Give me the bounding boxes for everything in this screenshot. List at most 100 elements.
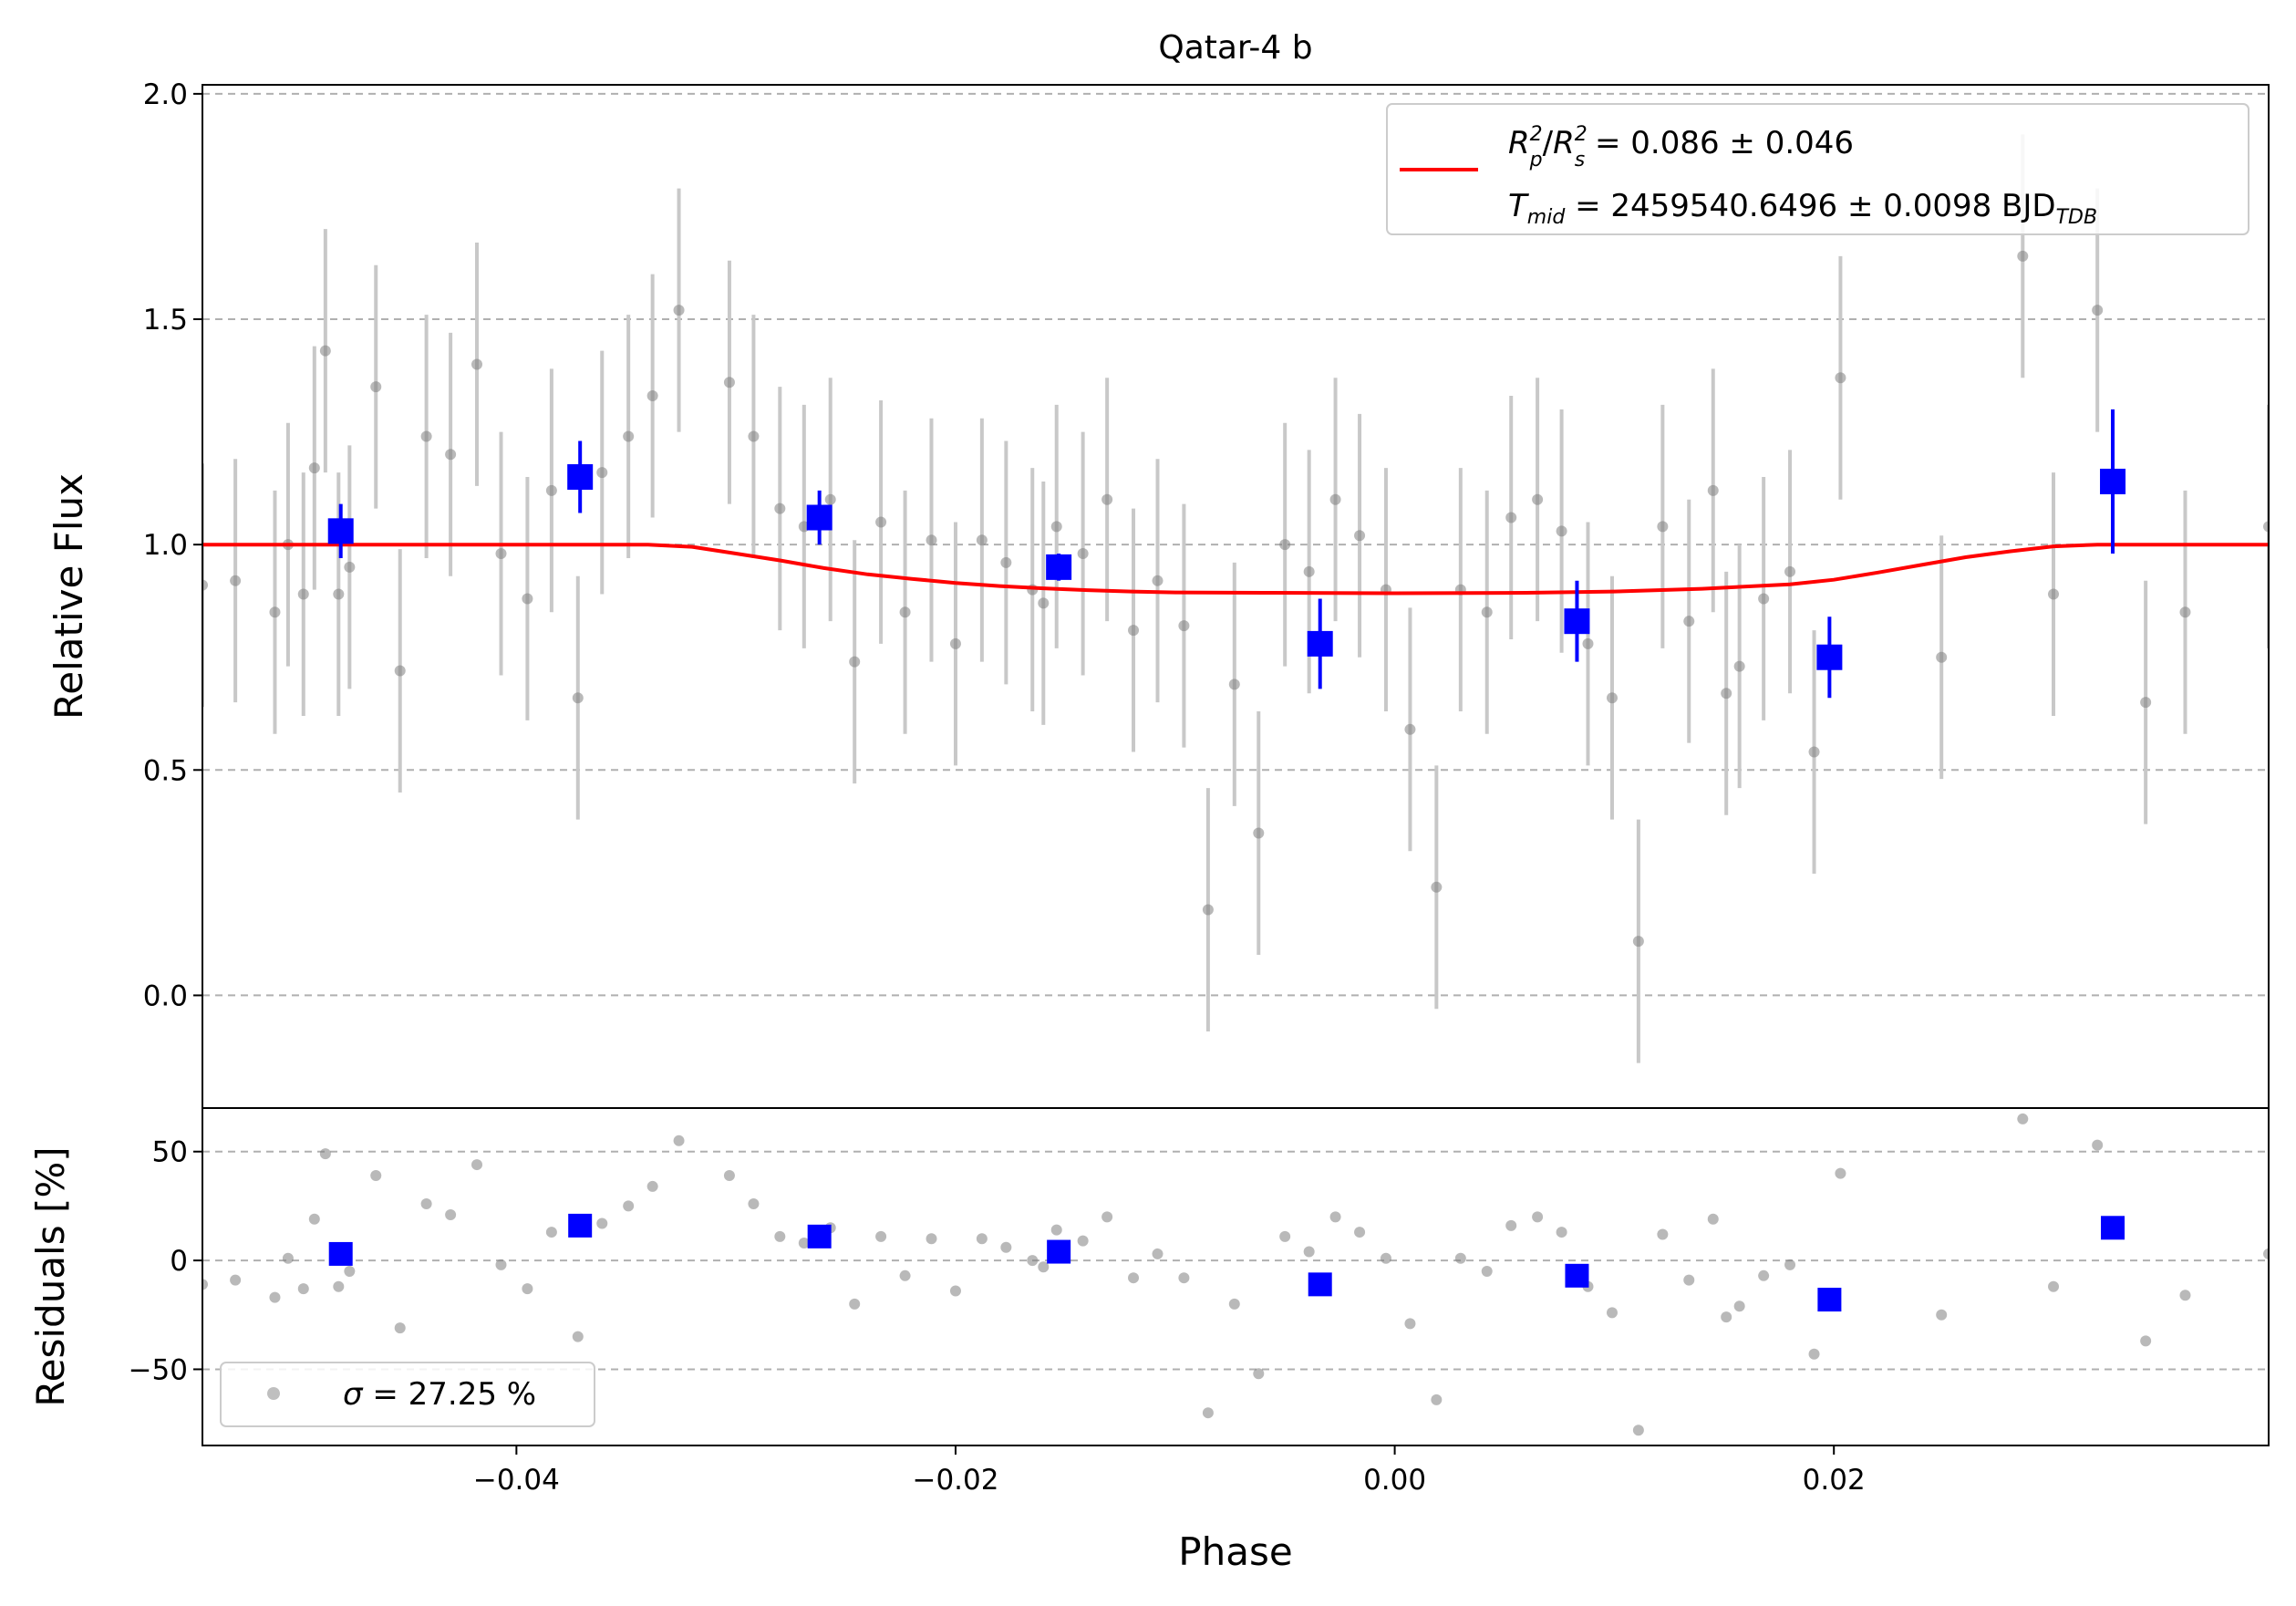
raw-data-point	[370, 381, 382, 393]
raw-data-point	[1582, 637, 1594, 649]
residual-point	[471, 1159, 483, 1171]
raw-data-point	[2092, 305, 2104, 316]
residual-point	[1038, 1261, 1050, 1273]
raw-data-point	[1431, 881, 1443, 893]
main-y-tick-label: 1.0	[143, 529, 188, 562]
binned-data-point	[327, 518, 354, 544]
residual-point	[2092, 1139, 2104, 1151]
raw-data-point	[1404, 723, 1416, 735]
binned-data-point	[806, 504, 833, 531]
raw-data-point	[596, 467, 608, 479]
chart-title: Qatar-4 b	[1158, 29, 1312, 67]
residual-point	[1354, 1227, 1366, 1238]
raw-data-point	[1784, 565, 1796, 577]
residual-point	[1228, 1298, 1240, 1310]
residual-point	[1505, 1219, 1517, 1231]
residual-point	[1758, 1269, 1770, 1281]
residual-point	[445, 1208, 457, 1220]
raw-data-point	[308, 462, 320, 474]
raw-data-point	[748, 430, 760, 442]
x-tick-label: 0.02	[1803, 1464, 1866, 1497]
main-y-tick-label: 1.5	[143, 304, 188, 337]
residual-axes-frame	[202, 1107, 2270, 1446]
raw-data-point	[673, 305, 685, 316]
residual-point	[2179, 1290, 2191, 1301]
residual-point	[673, 1135, 685, 1146]
residual-point	[1050, 1224, 1062, 1236]
residual-point	[623, 1200, 635, 1212]
main-plot-area	[202, 134, 2269, 1063]
raw-data-point	[445, 449, 457, 461]
main-y-ticks: 0.0 0.5 1.0 1.5 2.0	[143, 78, 202, 1012]
raw-data-point	[230, 575, 242, 586]
raw-data-point	[420, 430, 432, 442]
residual-legend: σ = 27.25 %	[220, 1362, 595, 1427]
raw-data-point	[1758, 593, 1770, 605]
residual-legend-marker	[267, 1387, 280, 1400]
raw-data-point	[297, 588, 309, 600]
raw-data-point	[1606, 692, 1618, 704]
raw-data-point	[774, 503, 786, 514]
residual-point	[1835, 1167, 1846, 1179]
raw-data-point	[319, 345, 331, 357]
main-legend: R2 p/R2 s = 0.086 ± 0.046 Tmid = 2459540.6…	[1386, 103, 2249, 235]
residual-point	[1101, 1211, 1113, 1223]
raw-data-point	[1202, 904, 1214, 916]
x-tick-label: 0.00	[1363, 1464, 1426, 1497]
residual-y-ticks: −50 0 50	[129, 1136, 202, 1386]
residual-point	[1481, 1266, 1493, 1278]
legend-radius-ratio: R2 p/R2 s = 0.086 ± 0.046	[1508, 123, 1854, 171]
binned-residual-point	[568, 1213, 593, 1238]
residual-point	[1808, 1348, 1820, 1360]
x-tick-label: −0.04	[473, 1464, 560, 1497]
raw-data-point	[875, 516, 887, 528]
raw-data-point	[1532, 493, 1544, 505]
residual-plot-area	[202, 1113, 2269, 1436]
residual-point	[545, 1227, 557, 1238]
residual-point	[1380, 1252, 1391, 1264]
raw-data-point	[1657, 521, 1669, 533]
legend-mid-transit-time: Tmid = 2459540.6496 ± 0.0098 BJDTDB	[1508, 188, 2097, 229]
binned-residual-point	[807, 1224, 832, 1249]
raw-data-point	[522, 593, 533, 605]
residual-point	[1329, 1211, 1341, 1223]
residual-point	[1606, 1307, 1618, 1319]
residual-point	[1253, 1368, 1265, 1380]
residual-point	[798, 1238, 810, 1249]
residual-point	[333, 1280, 345, 1292]
raw-data-point	[1178, 620, 1190, 632]
x-axis-label: Phase	[1178, 1529, 1292, 1574]
residual-point	[1657, 1228, 1669, 1240]
residual-legend-box	[220, 1362, 595, 1427]
binned-residual-point	[1047, 1239, 1071, 1264]
binned-data-point	[1564, 608, 1590, 635]
raw-data-point	[2048, 588, 2060, 600]
raw-data-point	[1936, 651, 1948, 663]
residual-point	[1404, 1318, 1416, 1330]
main-y-tick-label: 0.0	[143, 979, 188, 1012]
residual-point	[1733, 1300, 1745, 1312]
residual-point	[1936, 1309, 1948, 1321]
binned-residual-point	[2101, 1216, 2125, 1240]
binned-data-point	[1046, 554, 1072, 580]
residual-point	[344, 1266, 356, 1278]
raw-data-point	[572, 692, 584, 704]
raw-data-point	[1303, 565, 1315, 577]
raw-data-point	[1253, 827, 1265, 839]
residual-point	[1707, 1213, 1719, 1225]
residual-y-tick-label: −50	[129, 1353, 188, 1386]
raw-data-point	[2140, 697, 2152, 709]
residual-point	[774, 1230, 786, 1242]
residual-point	[2048, 1280, 2060, 1292]
residual-point	[596, 1217, 608, 1229]
residual-point	[875, 1230, 887, 1242]
residual-point	[202, 1279, 208, 1290]
residual-point	[2140, 1335, 2152, 1347]
raw-data-point	[1683, 616, 1695, 627]
raw-data-point	[1101, 493, 1113, 505]
residual-point	[1303, 1246, 1315, 1258]
residual-point	[282, 1252, 294, 1264]
raw-data-point	[2263, 521, 2269, 533]
binned-residual-point	[1817, 1288, 1842, 1312]
